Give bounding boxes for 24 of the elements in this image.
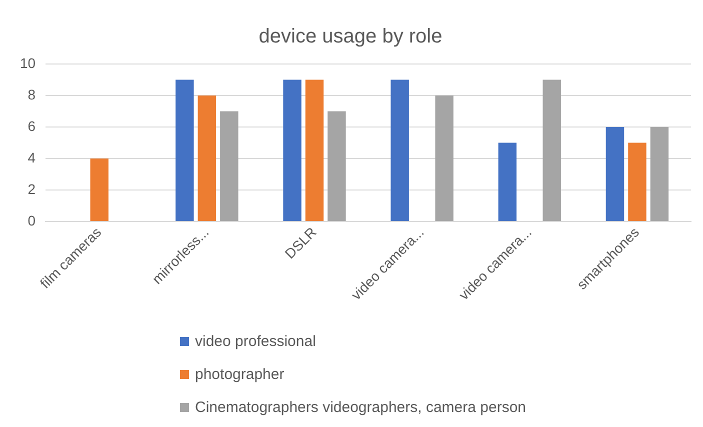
bar [283,80,302,221]
bar [90,158,108,221]
legend-label: Cinematographers videographers, camera person [195,399,526,416]
y-tick-label: 4 [28,149,36,166]
bar [498,142,517,221]
bar [305,80,324,221]
bar [542,80,561,221]
chart-title: device usage by role [258,26,442,48]
y-tick-label: 10 [20,54,36,71]
bar [435,95,454,221]
bar [198,95,216,221]
legend-label: photographer [195,366,284,383]
bar [606,126,624,221]
y-tick-label: 2 [28,180,36,197]
bar [650,126,669,221]
legend-label: video professional [195,333,316,350]
bar [390,80,409,221]
y-tick-label: 0 [28,212,36,228]
bar [176,80,194,221]
y-tick-label: 6 [28,118,36,134]
bar [628,142,646,221]
bar [328,111,346,221]
bar [220,111,238,221]
y-tick-label: 8 [28,86,36,102]
